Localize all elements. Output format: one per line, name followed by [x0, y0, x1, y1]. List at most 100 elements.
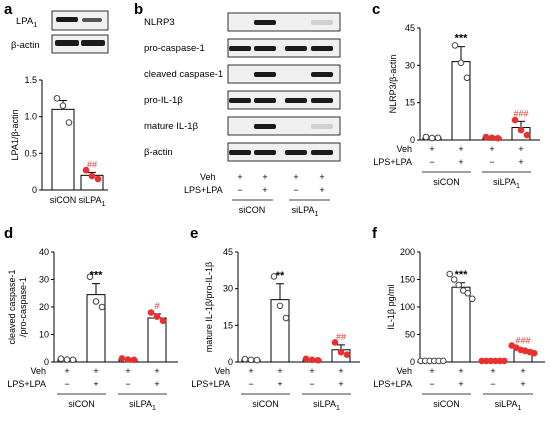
blot-b-veh-sign: +	[262, 172, 267, 182]
group-label-sub: 1	[152, 405, 156, 412]
significance-label: ***	[455, 269, 469, 281]
panel-letter-b: b	[134, 1, 143, 18]
blot-b-band	[254, 124, 276, 129]
blot-a-strip-actin	[51, 34, 109, 54]
group-label: siLPA1	[495, 399, 522, 412]
blot-a-label-actin: β-actin	[11, 40, 40, 51]
group-label: siLPA1	[313, 399, 340, 412]
veh-sign: +	[458, 144, 463, 154]
data-point	[253, 356, 261, 364]
data-point	[82, 166, 90, 174]
data-point	[523, 131, 531, 139]
group-label-sub: 1	[336, 405, 340, 412]
y-tick-label: 45	[223, 247, 233, 257]
data-point	[92, 298, 100, 305]
blot-a-label-lpa: LPA1	[16, 16, 37, 29]
y-axis-label: NLRP3/β-actin	[388, 55, 398, 114]
y-tick-label: 40	[39, 247, 49, 257]
veh-sign: +	[490, 366, 495, 376]
veh-sign: +	[429, 144, 434, 154]
data-point	[57, 355, 65, 363]
y-tick-label: 100	[400, 302, 415, 312]
blot-b-group-label-main: siLPA	[292, 205, 315, 215]
group-label: siLPA1	[79, 195, 106, 208]
data-point	[457, 59, 465, 67]
panel-letter-a: a	[4, 1, 13, 18]
panel-letter-c: c	[372, 1, 380, 18]
chart-panel-f: 0 50 100 150 200 IL-1β pg/ml *** ### Veh LPS+LPA +…	[373, 247, 545, 412]
blot-b-strip	[227, 38, 341, 58]
blot-b-group-label: siCON	[239, 205, 266, 215]
data-point	[451, 42, 459, 49]
y-tick-label: 200	[400, 247, 415, 257]
blot-b-strip	[227, 12, 341, 32]
group-label-main: siLPA	[79, 195, 102, 205]
blot-a-band	[81, 40, 105, 46]
veh-sign: +	[489, 144, 494, 154]
group-label-sub: 1	[101, 201, 105, 208]
lps-row-label: LPS+LPA	[373, 379, 412, 389]
veh-sign: +	[309, 366, 314, 376]
blot-b-strip	[227, 90, 341, 110]
veh-row-label: Veh	[214, 366, 230, 376]
y-tick-label: 15	[405, 98, 415, 108]
group-label: siCON	[252, 399, 279, 409]
lps-sign: −	[309, 379, 314, 389]
group-label-sub: 1	[517, 405, 521, 412]
significance-label: ###	[513, 108, 528, 118]
veh-sign: +	[277, 366, 282, 376]
y-tick-label: 10	[39, 330, 49, 340]
blot-b-band	[229, 46, 251, 51]
lps-sign: +	[154, 379, 159, 389]
data-point	[118, 355, 126, 362]
group-label-sub: 1	[516, 183, 520, 190]
significance-label: ***	[455, 33, 469, 45]
bar	[451, 61, 471, 141]
lps-row-label: LPS+LPA	[191, 379, 230, 389]
data-point	[65, 119, 73, 126]
veh-sign: +	[338, 366, 343, 376]
data-point	[450, 276, 458, 283]
data-point	[482, 133, 490, 141]
data-point	[455, 281, 463, 289]
blot-b-band	[254, 98, 276, 103]
group-label: siLPA1	[129, 399, 156, 412]
chart-panel-d: 0 10 20 30 40 cleaved caspase-1/pro-caspase-1…	[7, 247, 178, 412]
blot-b-band	[285, 150, 307, 155]
group-label: siCON	[68, 399, 95, 409]
y-tick-label: 20	[39, 302, 49, 312]
significance-label: **	[276, 270, 285, 282]
veh-sign: +	[518, 144, 523, 154]
y-tick-label: 30	[39, 275, 49, 285]
data-point	[343, 351, 351, 358]
lps-sign: +	[518, 157, 523, 167]
blot-b-band	[311, 150, 333, 155]
data-point	[488, 134, 496, 142]
data-point	[153, 313, 161, 320]
y-tick-label: 0	[44, 357, 49, 367]
significance-label: ##	[336, 332, 346, 342]
data-point	[270, 273, 278, 280]
veh-sign: +	[64, 366, 69, 376]
y-tick-label: 0	[32, 185, 37, 195]
panel-b-blot: NLRP3 pro-caspase-1 cleaved caspase-1 pro-I…	[144, 12, 341, 218]
lps-sign: +	[93, 379, 98, 389]
data-point	[159, 317, 167, 325]
data-point	[434, 134, 442, 142]
lps-sign: −	[489, 157, 494, 167]
blot-a-band	[55, 40, 79, 46]
blot-b-band	[254, 46, 276, 51]
y-tick-label: 0	[410, 357, 415, 367]
blot-b-band	[311, 20, 333, 25]
blot-a-band	[56, 17, 78, 22]
group-label: siCON	[433, 177, 460, 187]
significance-label: ##	[87, 159, 97, 169]
data-point	[241, 355, 249, 363]
blot-b-row-label: NLRP3	[144, 17, 175, 28]
lps-sign: −	[64, 379, 69, 389]
panel-letter-e: e	[190, 225, 198, 242]
group-label-main: siLPA	[495, 399, 518, 409]
veh-sign: +	[248, 366, 253, 376]
blot-b-band	[285, 98, 307, 103]
lps-row-label: LPS+LPA	[7, 379, 46, 389]
